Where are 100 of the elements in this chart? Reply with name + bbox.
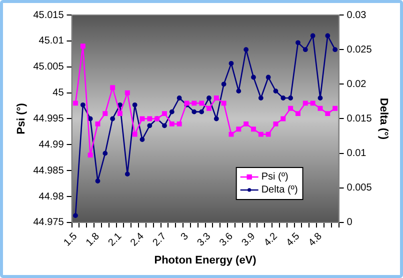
y-tick-label: 45.01 [38, 36, 64, 47]
x-tick-label: 4.5 [284, 230, 302, 249]
x-tick-label: 1.5 [62, 230, 80, 249]
point [280, 116, 286, 122]
point [140, 137, 145, 142]
point [162, 111, 167, 116]
y2-tick-label: 0 [346, 217, 353, 228]
x-tick-label: 1.8 [84, 230, 102, 249]
point [102, 150, 108, 156]
point [206, 106, 212, 111]
point [73, 100, 78, 106]
x-tick-label: 3.6 [218, 230, 236, 249]
point [273, 88, 278, 94]
point [176, 96, 182, 100]
y2-tick-label: 0.03 [346, 10, 367, 21]
point [132, 102, 138, 108]
x-tick-label: 3.9 [240, 230, 258, 249]
point [88, 152, 93, 158]
y2-tick-label: 0.005 [346, 182, 372, 194]
point [162, 123, 167, 128]
point [199, 100, 204, 106]
point [302, 47, 308, 52]
point [266, 74, 271, 80]
point [124, 172, 130, 177]
point [192, 109, 197, 114]
y2-axis-title: Delta (°) [377, 98, 390, 140]
point [192, 100, 197, 106]
point [221, 82, 226, 87]
point [206, 96, 212, 100]
x-tick-label: 3 [179, 230, 192, 243]
y-tick-label: 44.975 [33, 217, 64, 228]
y-tick-label: 44.985 [33, 165, 64, 176]
point [176, 121, 182, 126]
x-axis-title: Photon Energy (eV) [154, 254, 257, 266]
point [288, 96, 294, 100]
x-tick-label: 2.7 [150, 230, 169, 249]
point [258, 96, 264, 100]
point [169, 109, 174, 114]
x-tick-label: 4.8 [306, 230, 325, 249]
point [228, 132, 234, 137]
point [88, 116, 93, 122]
legend-label: Delta (º) [261, 184, 298, 196]
point [80, 44, 86, 49]
point [325, 33, 330, 38]
point [251, 126, 256, 132]
point [266, 132, 271, 137]
point [258, 132, 264, 137]
point [214, 116, 219, 122]
point [95, 178, 100, 184]
point [236, 126, 242, 132]
y-tick-label: 45 [52, 88, 64, 99]
point [124, 90, 130, 96]
point [169, 121, 174, 126]
point [244, 121, 249, 126]
y-tick-label: 44.99 [38, 139, 64, 150]
point [80, 102, 86, 108]
x-tick-label: 2.4 [128, 230, 147, 249]
point [251, 74, 256, 80]
x-tick-label: 3.3 [195, 230, 214, 249]
y-tick-label: 44.98 [38, 191, 64, 202]
point [73, 213, 78, 218]
point [228, 60, 234, 66]
point [332, 106, 338, 111]
x-tick-label: 2.1 [106, 230, 124, 249]
point [318, 106, 323, 111]
point [310, 33, 316, 38]
y-tick-label: 45.005 [33, 62, 64, 73]
point [244, 47, 249, 52]
y2-tick-label: 0.02 [346, 78, 367, 90]
x-tick-label: 4.2 [262, 230, 280, 249]
point [132, 132, 138, 137]
point [318, 96, 323, 100]
point [147, 123, 152, 128]
legend-label: Psi (º) [261, 172, 288, 183]
point [273, 121, 278, 126]
point [118, 111, 122, 116]
point [280, 96, 286, 100]
point [95, 121, 100, 126]
point [332, 47, 338, 52]
point [325, 111, 330, 116]
point [118, 102, 122, 108]
point [147, 116, 152, 122]
point [110, 85, 116, 90]
point [110, 116, 116, 122]
point [214, 96, 219, 100]
point [199, 109, 204, 114]
point [296, 40, 300, 46]
point [221, 100, 226, 106]
point [295, 111, 300, 116]
y-tick-label: 44.995 [33, 113, 64, 124]
point [102, 111, 108, 116]
y-axis-title: Psi (°) [16, 102, 28, 134]
y2-tick-label: 0.01 [346, 148, 367, 160]
point [288, 106, 294, 111]
point [236, 88, 242, 94]
point [302, 100, 308, 106]
y-tick-label: 45.015 [33, 10, 64, 21]
point [310, 100, 316, 106]
y2-tick-label: 0.015 [346, 113, 372, 124]
y2-tick-label: 0.025 [346, 44, 372, 56]
